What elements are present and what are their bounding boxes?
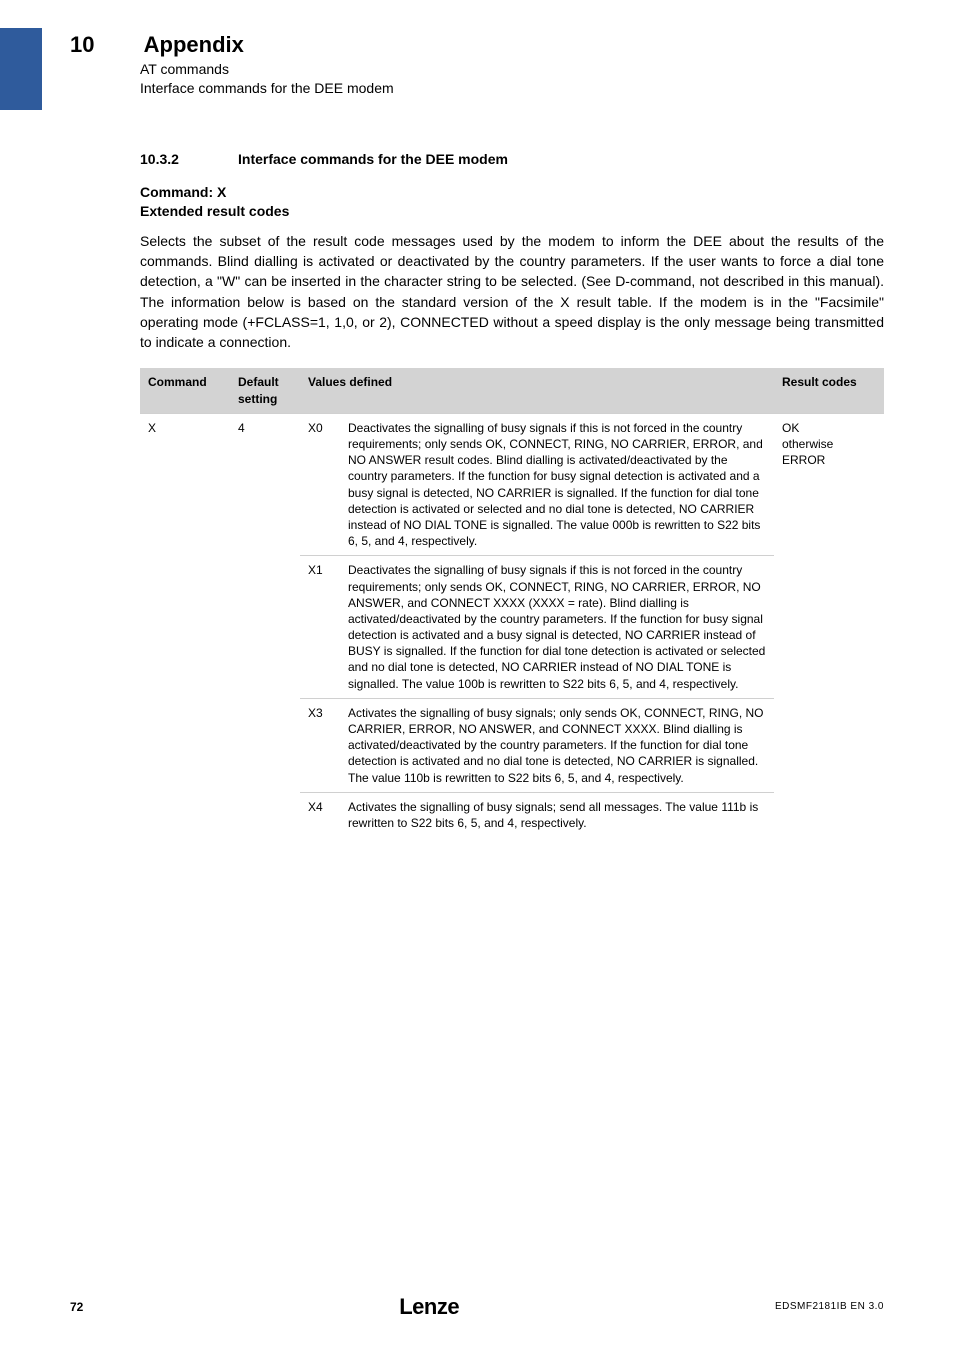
cell-value-desc: Deactivates the signalling of busy signa… — [340, 413, 774, 556]
table-header-row: Command Default setting Values defined R… — [140, 368, 884, 413]
th-default: Default setting — [230, 368, 300, 413]
cell-value-desc: Activates the signalling of busy signals… — [340, 792, 774, 837]
accent-bar — [0, 28, 42, 110]
cell-default: 4 — [230, 413, 300, 837]
command-table: Command Default setting Values defined R… — [140, 368, 884, 837]
command-label-1: Command: X — [140, 183, 884, 202]
subsection-title: Interface commands for the DEE modem — [238, 150, 508, 169]
page-footer: 72 Lenze EDSMF2181IB EN 3.0 — [0, 1292, 954, 1322]
cell-value-code: X0 — [300, 413, 340, 556]
document-id: EDSMF2181IB EN 3.0 — [775, 1300, 884, 1314]
section-title: Appendix — [144, 30, 244, 60]
command-block: Command: X Extended result codes — [140, 183, 884, 221]
cell-result-codes: OK otherwise ERROR — [774, 413, 884, 837]
header-subtitle-1: AT commands — [140, 60, 394, 79]
table-row: X 4 X0 Deactivates the signalling of bus… — [140, 413, 884, 556]
description-paragraph: Selects the subset of the result code me… — [140, 231, 884, 353]
th-command: Command — [140, 368, 230, 413]
content-area: 10.3.2 Interface commands for the DEE mo… — [0, 110, 954, 837]
cell-value-desc: Activates the signalling of busy signals… — [340, 698, 774, 792]
subsection-number: 10.3.2 — [140, 150, 238, 169]
subsection-heading: 10.3.2 Interface commands for the DEE mo… — [140, 150, 884, 169]
brand-logo: Lenze — [399, 1292, 459, 1322]
page-header: 10 Appendix AT commands Interface comman… — [0, 0, 954, 110]
cell-value-code: X3 — [300, 698, 340, 792]
result-ok: OK — [782, 421, 799, 435]
header-subtitle-2: Interface commands for the DEE modem — [140, 79, 394, 98]
logo-text: Lenze — [399, 1292, 459, 1322]
cell-value-desc: Deactivates the signalling of busy signa… — [340, 556, 774, 699]
th-values-defined: Values defined — [300, 368, 774, 413]
cell-value-code: X4 — [300, 792, 340, 837]
header-text-block: 10 Appendix AT commands Interface comman… — [42, 28, 394, 97]
cell-command: X — [140, 413, 230, 837]
cell-value-code: X1 — [300, 556, 340, 699]
section-number: 10 — [70, 30, 140, 60]
command-label-2: Extended result codes — [140, 202, 884, 221]
page-number: 72 — [70, 1299, 83, 1315]
th-result-codes: Result codes — [774, 368, 884, 413]
result-error: otherwise ERROR — [782, 437, 833, 467]
